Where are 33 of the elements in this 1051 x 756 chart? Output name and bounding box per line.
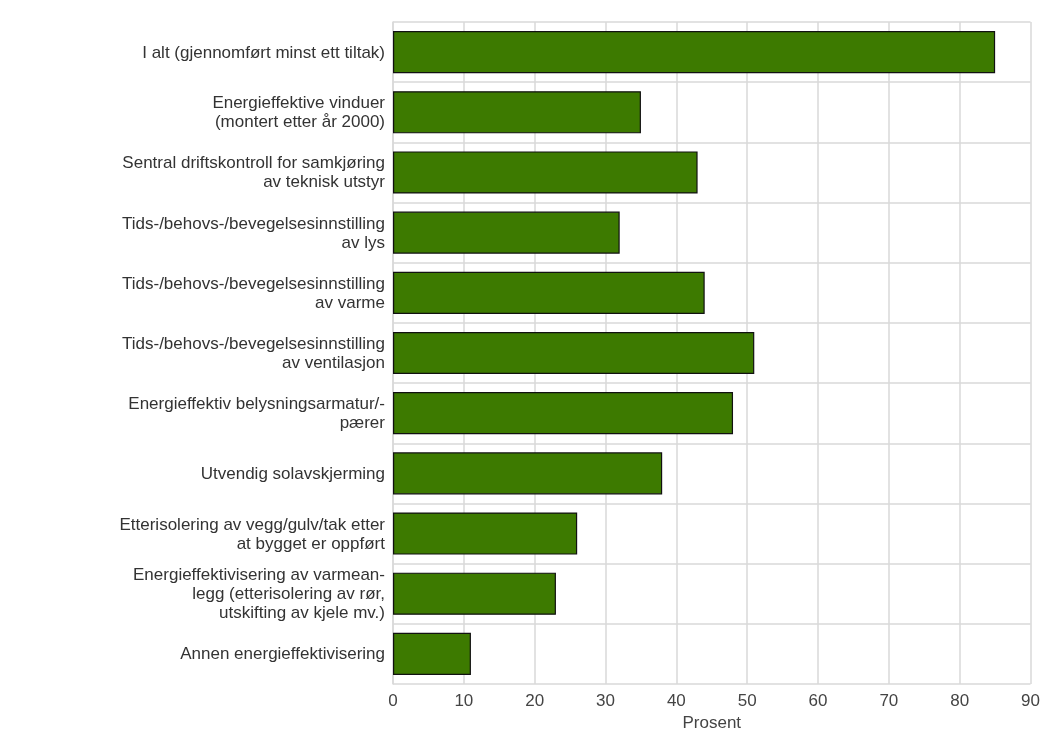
bar bbox=[393, 151, 698, 194]
y-tick-label: I alt (gjennomført minst ett tiltak) bbox=[142, 42, 385, 62]
y-tick-label: Energieffektiv belysningsarmatur/- pærer bbox=[128, 394, 386, 433]
x-axis-title: Prosent bbox=[682, 712, 742, 732]
bar bbox=[393, 512, 578, 555]
x-tick-label: 20 bbox=[525, 691, 545, 710]
y-tick-label: Utvendig solavskjerming bbox=[200, 463, 385, 483]
x-tick-label: 40 bbox=[666, 691, 686, 710]
y-tick-label: Tids-/behovs-/bevegelsesinnstilling av lys bbox=[121, 213, 385, 252]
y-tick-label: Sentral driftskontroll for samkjøring av teknisk utstyr bbox=[122, 153, 386, 192]
y-tick-label: Energieffektivisering av varmean- legg (etterisolering av rør, utskifting av kjele mv.) bbox=[133, 565, 385, 623]
bar bbox=[393, 452, 663, 495]
bar bbox=[393, 392, 734, 435]
x-tick-label: 30 bbox=[596, 691, 615, 710]
bar bbox=[393, 211, 620, 254]
x-tick-label: 0 bbox=[388, 691, 398, 710]
x-tick-label: 50 bbox=[737, 691, 757, 710]
bar bbox=[393, 271, 705, 314]
bar bbox=[393, 91, 641, 134]
x-tick-label: 60 bbox=[808, 691, 828, 710]
bar bbox=[393, 31, 996, 74]
bar bbox=[393, 331, 755, 375]
x-tick-label: 70 bbox=[879, 691, 899, 710]
bar bbox=[393, 632, 471, 675]
x-tick-label: 80 bbox=[950, 691, 970, 710]
y-tick-label: Annen energieffektivisering bbox=[180, 644, 385, 664]
x-tick-label: 10 bbox=[454, 691, 474, 710]
y-tick-label: Etterisolering av vegg/gulv/tak etter at bygget er oppført bbox=[119, 514, 386, 553]
y-tick-label: Tids-/behovs-/bevegelsesinnstilling av ventilasjon bbox=[121, 334, 385, 372]
bar bbox=[393, 572, 556, 615]
y-tick-label: Tids-/behovs-/bevegelsesinnstilling av varme bbox=[121, 273, 385, 312]
x-tick-label: 90 bbox=[1021, 691, 1041, 710]
y-tick-label: Energieffektive vinduer (montert etter år 2000) bbox=[212, 93, 386, 132]
